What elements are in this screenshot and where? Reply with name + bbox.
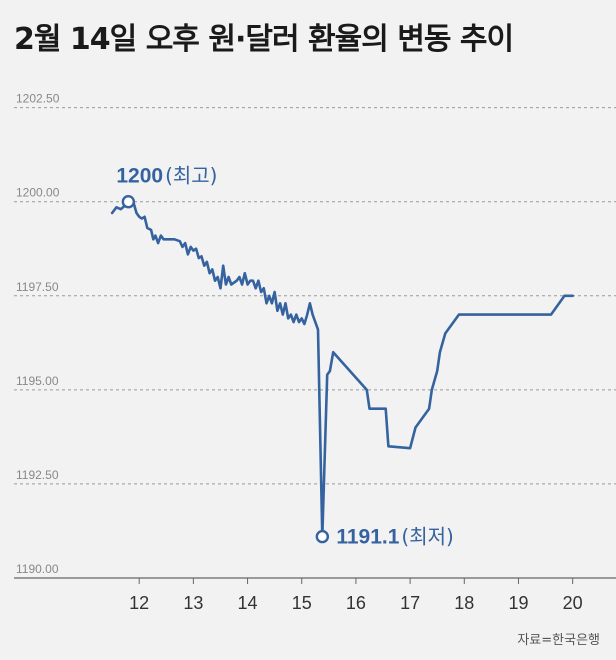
annotations: 1200 (최고) 1191.1 (최저) [116, 164, 453, 549]
x-tick-label: 16 [346, 593, 366, 613]
annotation-value: 1200 [116, 165, 163, 188]
x-tick-label: 19 [508, 593, 528, 613]
y-tick-label: 1190.00 [16, 562, 59, 576]
low-point-marker [315, 529, 330, 544]
x-tick-label: 13 [183, 593, 203, 613]
x-tick-label: 15 [292, 593, 312, 613]
y-tick-label: 1192.50 [16, 468, 59, 482]
y-tick-label: 1202.50 [16, 92, 60, 106]
high-point-label: 1200 (최고) [116, 164, 217, 188]
x-axis-ticks: 12 13 14 15 16 17 18 19 20 [129, 578, 583, 613]
exchange-rate-line [110, 200, 574, 538]
source-note: 자료=한국은행 [517, 633, 600, 648]
chart-title: 2월 14일 오후 원·달러 환율의 변동 추이 [14, 22, 514, 57]
low-point-label: 1191.1 (최저) [336, 525, 453, 549]
y-axis-ticks: 1190.00 1192.50 1195.00 1197.50 1200.00 1202.… [16, 92, 60, 576]
x-tick-label: 20 [563, 593, 583, 613]
annotation-label: (최고) [165, 164, 217, 188]
series-group [110, 200, 574, 538]
annotation-label: (최저) [401, 525, 453, 549]
x-tick-label: 17 [400, 593, 420, 613]
x-tick-label: 12 [129, 593, 149, 613]
high-point-marker [121, 195, 136, 209]
y-tick-label: 1195.00 [16, 374, 59, 388]
annotation-value: 1191.1 [336, 526, 399, 549]
gridlines [14, 107, 616, 579]
y-tick-label: 1197.50 [16, 280, 59, 294]
x-tick-label: 14 [238, 593, 258, 613]
x-tick-label: 18 [454, 593, 474, 613]
y-tick-label: 1200.00 [16, 186, 60, 200]
